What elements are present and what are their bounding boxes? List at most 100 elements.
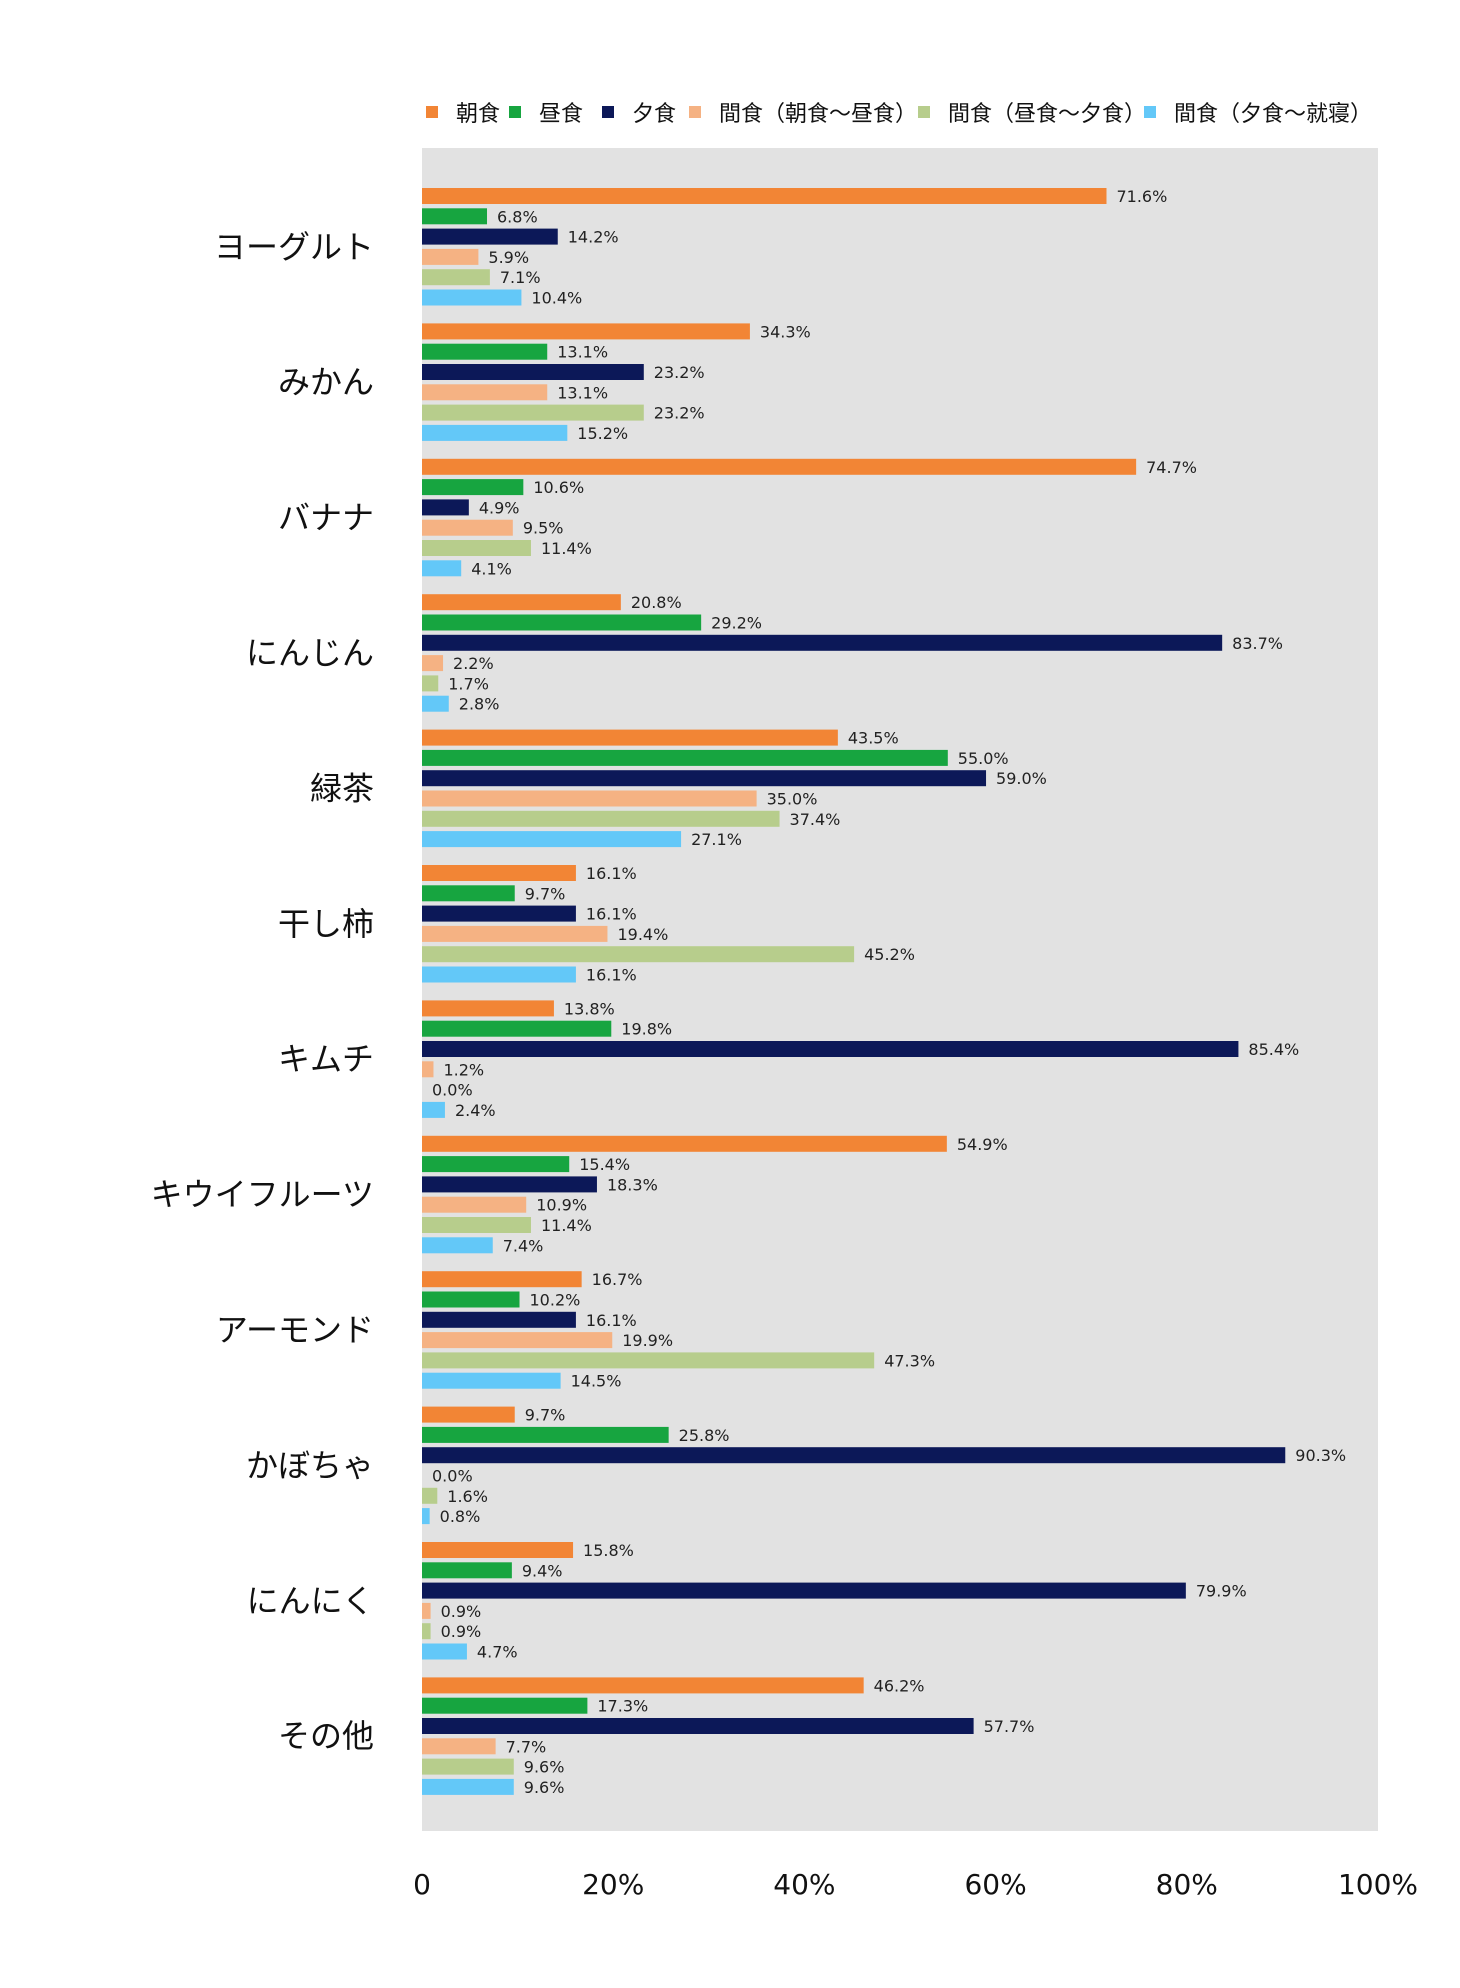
bar (422, 770, 987, 787)
x-tick-label: 0 (413, 1868, 431, 1901)
data-label: 11.4% (541, 1216, 592, 1235)
bar (422, 655, 444, 672)
data-label: 90.3% (1295, 1446, 1346, 1465)
data-label: 16.1% (586, 966, 637, 985)
bar (422, 1542, 574, 1558)
category-label: アーモンド (216, 1311, 374, 1349)
bar (422, 790, 757, 807)
category-label: キウイフルーツ (151, 1176, 374, 1214)
category-labels: ヨーグルトみかんバナナにんじん緑茶干し柿キムチキウイフルーツアーモンドかぼちゃに… (151, 228, 374, 1755)
category-label: みかん (278, 363, 374, 401)
data-label: 0.0% (432, 1081, 473, 1100)
bar (422, 1738, 496, 1755)
bar (422, 1426, 669, 1443)
bar (422, 519, 513, 536)
bar (422, 1061, 434, 1078)
legend-swatch (918, 106, 930, 118)
bar (422, 499, 469, 516)
bar (422, 695, 449, 712)
legend-label: 朝食 (456, 102, 500, 127)
category-label: にんじん (246, 634, 374, 672)
data-label: 10.6% (533, 478, 584, 497)
data-label: 5.9% (488, 248, 529, 267)
bar (422, 479, 524, 496)
category-label: その他 (278, 1717, 374, 1755)
data-label: 16.1% (586, 864, 637, 883)
legend-label: 間食（夕食〜就寝） (1174, 102, 1372, 127)
data-label: 25.8% (679, 1426, 730, 1445)
data-label: 11.4% (541, 539, 592, 558)
data-label: 79.9% (1196, 1582, 1247, 1601)
bar (422, 885, 515, 902)
data-label: 17.3% (597, 1697, 648, 1716)
bar (422, 1041, 1239, 1057)
legend-label: 間食（昼食〜夕食） (948, 102, 1146, 127)
data-label: 35.0% (767, 790, 818, 809)
bar (422, 1718, 974, 1734)
legend-swatch (1144, 106, 1156, 118)
legend-label: 夕食 (632, 102, 676, 127)
data-label: 10.2% (530, 1291, 581, 1310)
bar (422, 1352, 875, 1369)
x-tick-label: 100% (1338, 1868, 1418, 1901)
bar (422, 946, 855, 963)
data-label: 15.2% (577, 424, 628, 443)
bar (422, 1000, 554, 1017)
bar (422, 1372, 561, 1389)
bar (422, 269, 490, 286)
data-label: 9.4% (522, 1561, 563, 1580)
data-label: 7.1% (500, 268, 541, 287)
bar (422, 1237, 493, 1254)
data-label: 43.5% (848, 729, 899, 748)
data-label: 1.7% (448, 674, 489, 693)
data-label: 10.4% (531, 289, 582, 308)
data-label: 59.0% (996, 769, 1047, 788)
data-label: 55.0% (958, 749, 1009, 768)
legend-swatch (602, 106, 614, 118)
category-label: かぼちゃ (246, 1446, 374, 1484)
data-label: 46.2% (874, 1676, 925, 1695)
bar (422, 1643, 467, 1660)
bar (422, 248, 479, 265)
data-label: 1.6% (447, 1487, 488, 1506)
data-label: 13.1% (557, 343, 608, 362)
bar (422, 1311, 576, 1328)
data-label: 19.9% (622, 1331, 673, 1350)
data-label: 54.9% (957, 1135, 1008, 1154)
bar (422, 1677, 864, 1694)
data-label: 10.9% (536, 1196, 587, 1215)
bar (422, 729, 838, 746)
bar (422, 1508, 430, 1525)
bar (422, 1758, 514, 1775)
data-label: 7.4% (503, 1236, 544, 1255)
bar (422, 289, 522, 306)
bar (422, 1562, 512, 1579)
bar (422, 831, 682, 848)
plot-background (422, 148, 1378, 1831)
bar (422, 749, 948, 766)
data-label: 37.4% (790, 810, 841, 829)
bar (422, 1447, 1286, 1464)
data-label: 2.4% (455, 1101, 496, 1120)
data-label: 0.0% (432, 1467, 473, 1486)
bar (422, 810, 780, 827)
bar (422, 1697, 588, 1714)
category-label: キムチ (278, 1040, 374, 1078)
bar (422, 925, 608, 942)
data-label: 13.8% (564, 999, 615, 1018)
data-label: 14.2% (568, 228, 619, 247)
data-label: 74.7% (1146, 458, 1197, 477)
bar (422, 1332, 613, 1349)
data-label: 20.8% (631, 593, 682, 612)
data-label: 19.8% (621, 1020, 672, 1039)
bar (422, 228, 558, 245)
data-label: 19.4% (617, 925, 668, 944)
bar (422, 1602, 431, 1619)
bar (422, 560, 462, 577)
x-tick-label: 60% (964, 1868, 1026, 1901)
bar (422, 424, 568, 441)
bar (422, 1623, 431, 1640)
data-label: 7.7% (506, 1737, 547, 1756)
bar (422, 1196, 527, 1213)
data-label: 71.6% (1116, 187, 1167, 206)
